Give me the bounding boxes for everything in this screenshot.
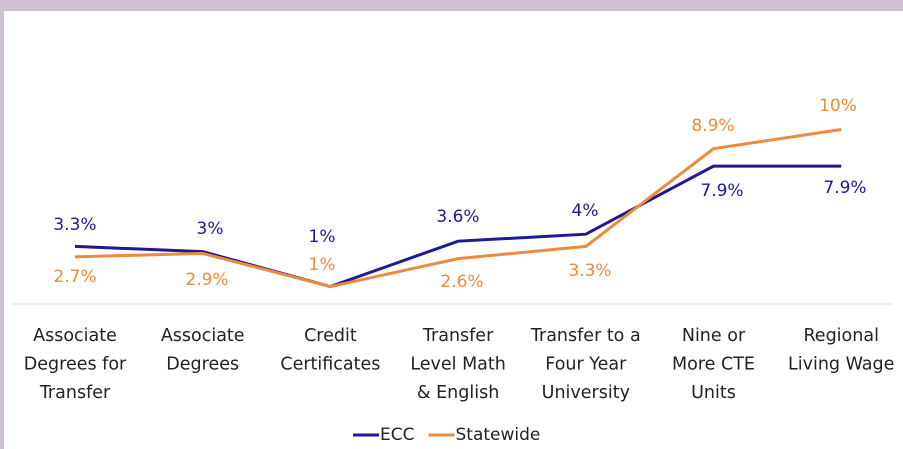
data-label: 1% xyxy=(309,255,336,275)
data-label: 2.9% xyxy=(185,270,228,290)
data-label: 7.9% xyxy=(823,178,866,198)
data-label: 4% xyxy=(572,201,599,221)
data-label: 3.3% xyxy=(53,215,96,235)
x-tick-label: Units xyxy=(691,383,736,403)
x-tick-label: Associate xyxy=(161,326,245,346)
data-label: 3% xyxy=(197,219,224,239)
data-label: 7.9% xyxy=(700,181,743,201)
x-tick-label: Transfer xyxy=(39,383,111,403)
left-border xyxy=(0,0,4,449)
x-tick-label: Degrees for xyxy=(24,355,127,375)
x-tick-label: & English xyxy=(417,383,499,403)
legend-label: ECC xyxy=(380,425,414,445)
x-tick-label: Credit xyxy=(304,326,357,346)
x-tick-label: Four Year xyxy=(545,355,627,375)
series-line xyxy=(74,164,842,289)
x-tick-label: Transfer to a xyxy=(530,326,641,346)
data-label: 10% xyxy=(819,96,857,116)
x-tick-label: University xyxy=(542,383,630,403)
x-tick-label: Level Math xyxy=(410,355,506,375)
data-label: 3.3% xyxy=(568,261,611,281)
x-tick-label: Living Wage xyxy=(788,355,894,375)
x-tick-label: Transfer xyxy=(422,326,494,346)
x-tick-label: Nine or xyxy=(682,326,746,346)
data-label: 1% xyxy=(309,227,336,247)
data-label: 2.7% xyxy=(53,267,96,287)
x-tick-label: Degrees xyxy=(166,355,239,375)
x-tick-label: More CTE xyxy=(672,355,755,375)
top-border xyxy=(0,0,903,11)
legend-label: Statewide xyxy=(455,425,540,445)
data-label: 8.9% xyxy=(691,116,734,136)
data-label: 3.6% xyxy=(436,207,479,227)
x-tick-label: Regional xyxy=(803,326,879,346)
x-tick-label: Associate xyxy=(33,326,117,346)
x-tick-label: Certificates xyxy=(280,355,380,375)
data-label: 2.6% xyxy=(440,272,483,292)
series-line xyxy=(74,128,842,289)
